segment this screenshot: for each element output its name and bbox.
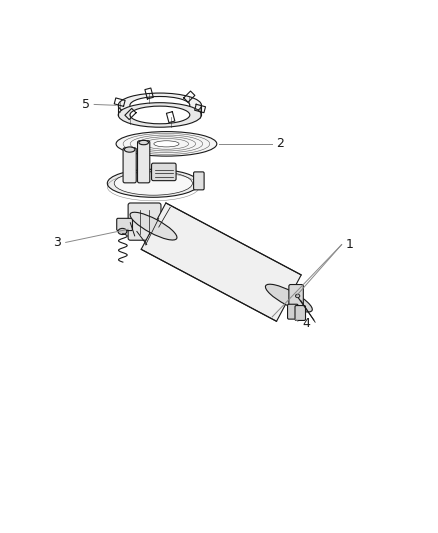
FancyBboxPatch shape: [123, 148, 136, 183]
Text: 5: 5: [82, 98, 90, 111]
Ellipse shape: [118, 229, 127, 235]
Text: 4: 4: [302, 317, 310, 330]
FancyBboxPatch shape: [138, 141, 150, 183]
Ellipse shape: [124, 147, 135, 152]
FancyBboxPatch shape: [152, 163, 176, 181]
FancyBboxPatch shape: [289, 285, 304, 312]
FancyBboxPatch shape: [295, 305, 306, 320]
Ellipse shape: [114, 172, 192, 195]
Text: 3: 3: [53, 236, 61, 249]
Text: 1: 1: [346, 238, 354, 251]
FancyBboxPatch shape: [194, 172, 204, 190]
Ellipse shape: [116, 132, 217, 156]
FancyBboxPatch shape: [128, 203, 161, 240]
Ellipse shape: [265, 284, 312, 312]
Ellipse shape: [118, 103, 201, 127]
Ellipse shape: [130, 96, 190, 114]
FancyBboxPatch shape: [117, 219, 132, 231]
Ellipse shape: [130, 106, 190, 124]
Ellipse shape: [118, 93, 201, 118]
Ellipse shape: [154, 141, 179, 147]
Ellipse shape: [296, 294, 300, 297]
FancyBboxPatch shape: [288, 304, 298, 319]
Polygon shape: [141, 203, 301, 321]
Ellipse shape: [107, 169, 199, 197]
Text: 2: 2: [276, 138, 284, 150]
Ellipse shape: [139, 140, 148, 145]
Ellipse shape: [130, 212, 177, 240]
